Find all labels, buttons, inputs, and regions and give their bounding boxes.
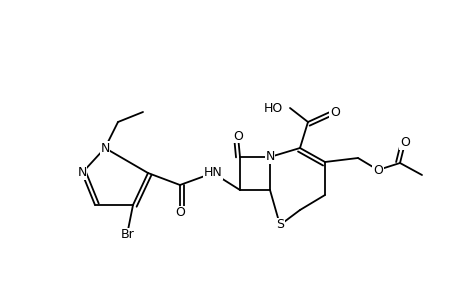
Text: O: O	[399, 136, 409, 149]
Text: O: O	[233, 130, 242, 142]
Text: O: O	[175, 206, 185, 220]
Text: HO: HO	[263, 101, 282, 115]
Text: S: S	[275, 218, 283, 232]
Text: N: N	[100, 142, 109, 154]
Text: N: N	[265, 151, 274, 164]
Text: O: O	[372, 164, 382, 176]
Text: O: O	[329, 106, 339, 118]
Text: Br: Br	[121, 229, 134, 242]
Text: HN: HN	[203, 167, 222, 179]
Text: N: N	[77, 167, 86, 179]
